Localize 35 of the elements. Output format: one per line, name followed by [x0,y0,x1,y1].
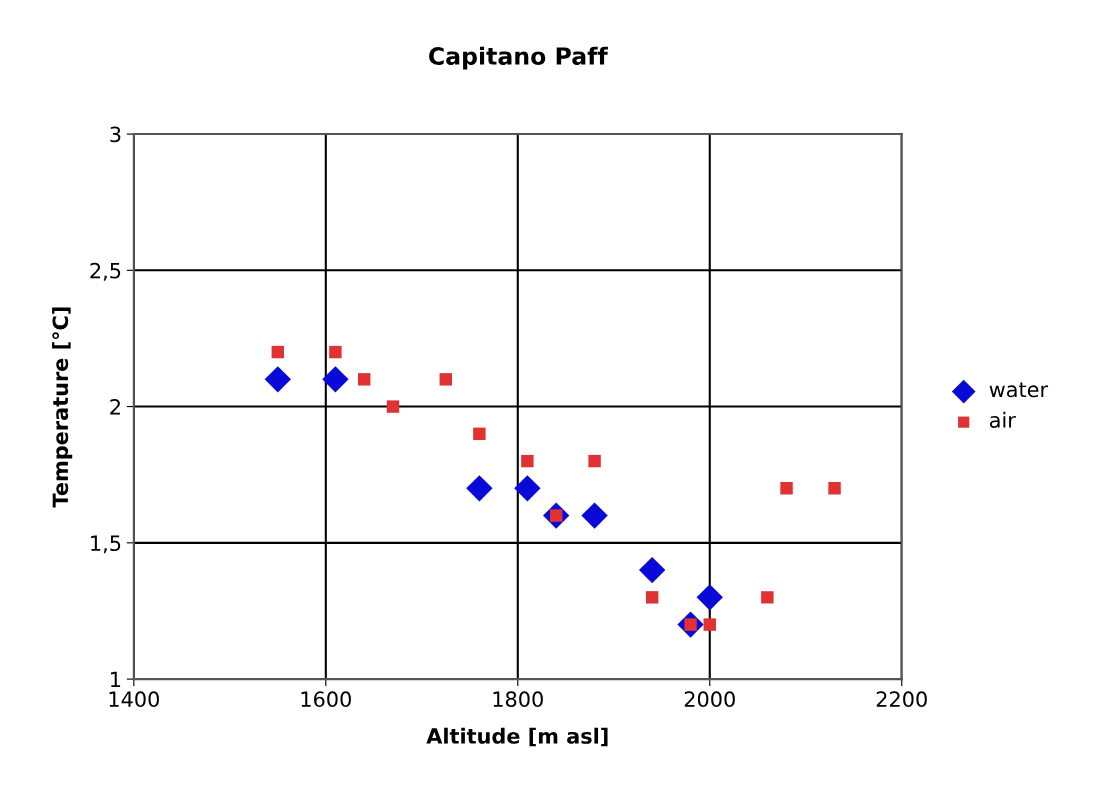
x-axis-title: Altitude [m asl] [426,727,608,747]
point [271,345,285,359]
point [703,618,716,631]
point [322,366,349,393]
y-tick-label: 2,5 [90,262,121,281]
x-tick-label: 2000 [684,691,735,708]
y-tick-label: 2 [110,399,120,415]
point [761,591,774,604]
point [581,502,608,529]
x-tick-label: 1600 [301,691,351,708]
point [329,345,342,359]
x-tick-label: 1800 [493,691,543,708]
point [514,475,541,502]
y-tick-label: 1 [111,671,121,688]
x-tick-label: 2200 [876,691,927,708]
point [357,373,371,386]
point [828,482,841,495]
point [264,366,291,393]
point [645,591,659,604]
legend-label: air [989,411,1016,428]
chart-title: Capitano Paff [429,46,608,70]
point [638,556,666,584]
point [473,427,486,441]
point [521,454,534,468]
y-axis-title: Temperature [°C] [52,307,73,508]
point [439,373,452,386]
y-tick-label: 3 [110,126,121,143]
point [588,454,601,468]
point [386,400,400,413]
y-tick-label: 1,5 [91,535,121,554]
point [780,482,793,495]
legend-label: water [989,382,1049,398]
x-tick-label: 1400 [109,691,159,708]
point [696,584,723,611]
point [466,475,493,502]
